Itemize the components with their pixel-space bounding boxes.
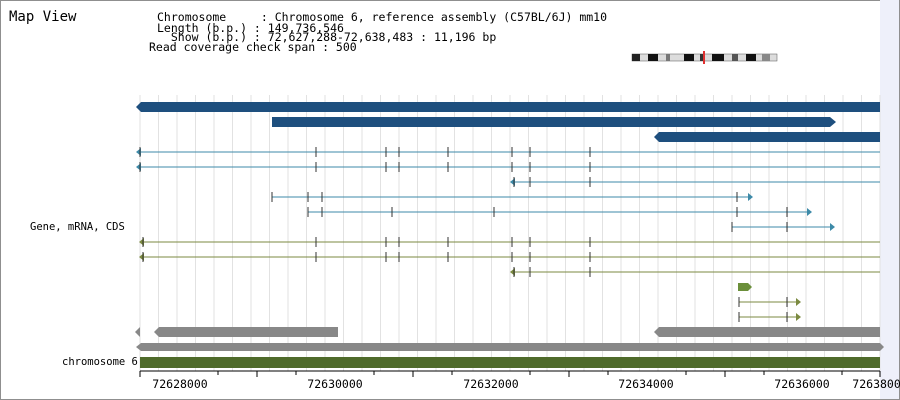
scroll-stripe[interactable]	[880, 0, 899, 399]
ideogram-band	[700, 54, 704, 61]
ideogram-band	[712, 54, 724, 61]
ideogram-band	[746, 54, 756, 61]
show-range-info: Show (b.p.) : 72,627,288-72,638,483 : 11…	[157, 30, 497, 44]
transcript-arrow	[830, 223, 835, 231]
chromosome-bar[interactable]	[140, 357, 880, 368]
ideogram-band	[666, 54, 670, 61]
chromosome-track-label: chromosome 6	[62, 356, 138, 368]
gene-bar	[136, 102, 880, 112]
transcript-arrow	[796, 298, 801, 306]
ideogram-band	[648, 54, 658, 61]
coverage-span-info: Read coverage check span : 500	[149, 40, 357, 54]
axis-tick-label: 72636000	[774, 377, 829, 391]
page-title: Map View	[9, 9, 77, 25]
chromosome-ideogram[interactable]	[631, 51, 778, 64]
gene-track-label: Gene, mRNA, CDS	[30, 221, 125, 233]
cds-features[interactable]	[139, 237, 880, 322]
coverage-bars[interactable]	[135, 327, 884, 351]
ideogram-band	[732, 54, 738, 61]
coverage-bar	[154, 327, 338, 337]
gene-features[interactable]	[136, 102, 880, 142]
coverage-bar	[654, 327, 880, 337]
ideogram-band	[762, 54, 770, 61]
axis-tick-label: 72634000	[618, 377, 673, 391]
gene-bar	[654, 132, 880, 142]
cds-block[interactable]	[738, 283, 752, 291]
gene-bar	[272, 117, 836, 127]
ideogram-band	[632, 54, 640, 61]
length-info: Length (b.p.) : 149,736,546	[157, 21, 344, 35]
transcript-arrow	[796, 313, 801, 321]
mrna-features[interactable]	[136, 147, 880, 232]
axis-tick-label: 72628000	[152, 377, 207, 391]
chromosome-info: Chromosome : Chromosome 6, reference ass…	[157, 10, 608, 24]
coverage-arrow	[135, 327, 140, 337]
ideogram-band	[684, 54, 694, 61]
axis-tick-label: 72630000	[307, 377, 362, 391]
axis-ticks: 72628000 72630000 72632000 72634000 72636000…	[139, 371, 900, 391]
transcript-arrow	[807, 208, 812, 216]
transcript-arrow	[748, 193, 753, 201]
axis-tick-label: 72632000	[463, 377, 518, 391]
coverage-bar	[136, 343, 884, 351]
axis-tick-label: 72638000	[852, 377, 900, 391]
